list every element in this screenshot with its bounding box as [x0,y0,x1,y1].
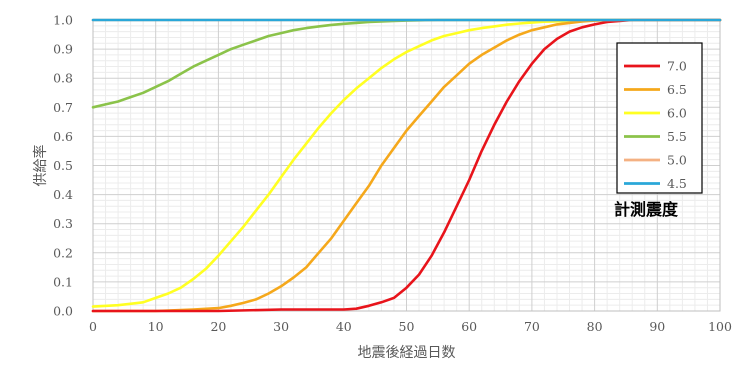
x-tick-label: 80 [587,319,603,334]
x-axis-title: 地震後経過日数 [358,345,456,361]
y-tick-label: 0.2 [53,245,73,260]
y-tick-label: 0.8 [53,71,73,86]
y-axis-ticks: 0.0 0.1 0.2 0.3 0.4 0.5 0.6 0.7 0.8 0.9 1.0 [53,13,73,319]
y-tick-label: 0.5 [53,158,73,173]
y-tick-label: 0.7 [53,100,73,115]
x-tick-label: 10 [148,319,164,334]
x-tick-label: 90 [649,319,665,334]
legend-label-6-0: 6.0 [667,106,687,121]
x-tick-label: 100 [708,319,732,334]
legend: 7.0 6.5 6.0 5.5 5.0 4.5 計測震度 [614,42,703,219]
series-line-7-0 [91,18,722,313]
y-tick-label: 0.1 [53,274,73,289]
series-line-6-0 [91,18,722,308]
x-axis-ticks: 0 10 20 30 40 50 60 70 80 90 100 [89,319,732,334]
legend-items: 7.0 6.5 6.0 5.5 5.0 4.5 [624,59,687,191]
y-tick-label: 1.0 [53,13,73,28]
legend-label-6-5: 6.5 [667,82,687,97]
series-line-6-5 [91,18,722,313]
legend-label-5-0: 5.0 [667,153,687,168]
x-tick-label: 30 [273,319,289,334]
legend-box [616,42,703,194]
legend-label-7-0: 7.0 [667,59,687,74]
y-tick-label: 0.0 [53,304,73,319]
legend-label-5-5: 5.5 [667,129,687,144]
x-tick-label: 60 [461,319,477,334]
y-axis-title-wrapper: 供給率 [32,145,49,187]
legend-label-4-5: 4.5 [667,176,687,191]
x-tick-label: 20 [210,319,226,334]
x-tick-label: 0 [89,319,97,334]
legend-title: 計測震度 [614,200,679,219]
series-lines [91,18,722,313]
y-tick-label: 0.9 [53,42,73,57]
y-tick-label: 0.6 [53,129,73,144]
x-tick-label: 70 [524,319,540,334]
x-tick-label: 50 [399,319,415,334]
y-tick-label: 0.4 [53,187,73,202]
y-axis-title: 供給率 [32,145,49,187]
x-tick-label: 40 [336,319,352,334]
y-tick-label: 0.3 [53,216,73,231]
